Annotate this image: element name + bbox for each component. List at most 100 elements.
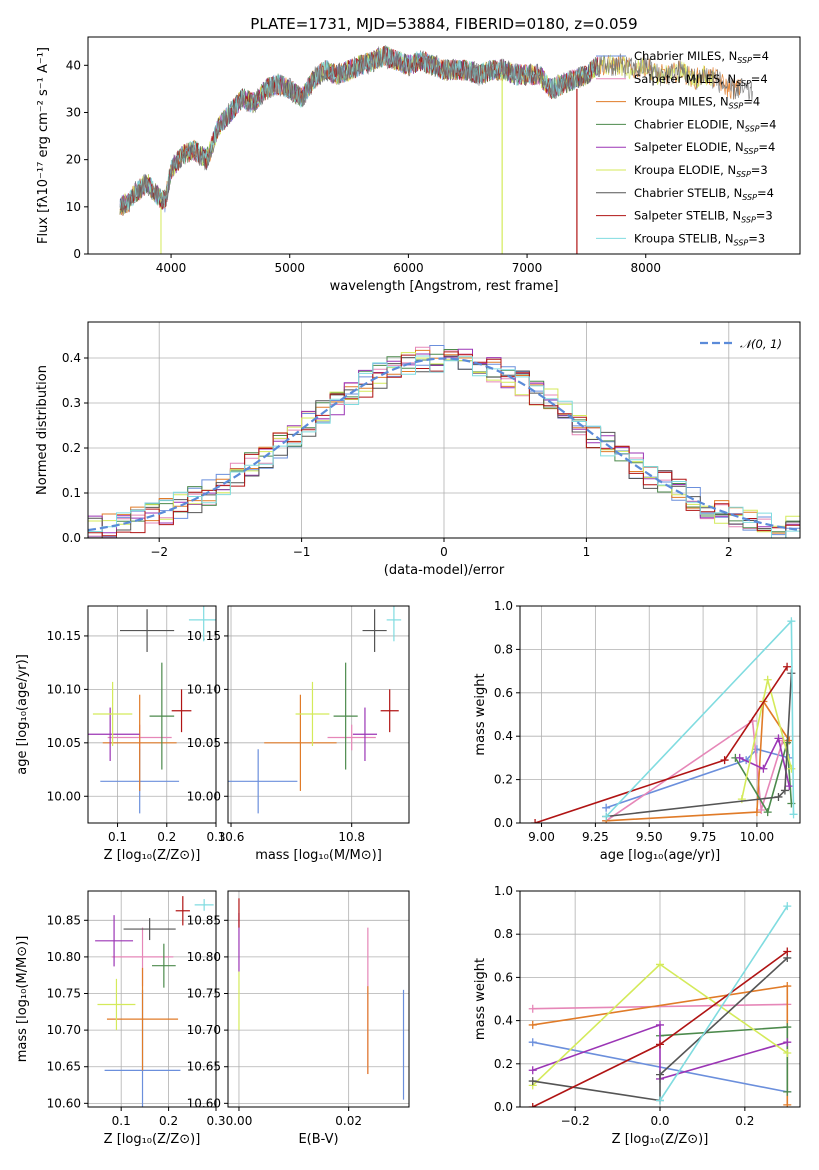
plot-frame [519,890,801,1108]
legend-suffix: =4 [752,49,769,63]
y-tick-label: 0.4 [494,1014,513,1028]
legend-label: Chabrier ELODIE, N [634,117,745,131]
series-marker-salpeter-stelib [783,662,792,671]
legend-suffix: =4 [751,72,768,86]
legend-suffix: =4 [743,95,760,109]
series-marker-chabrier-stelib [780,786,789,795]
legend-suffix: =4 [757,186,774,200]
legend-label: Kroupa MILES, N [634,95,729,109]
y-tick-label: 40 [66,58,81,72]
series-marker-kroupa-miles [752,808,761,817]
plot-frame [519,605,801,824]
legend-label: Chabrier STELIB, N [634,186,742,200]
series-line-chabrier-stelib [532,957,788,1102]
y-tick-label: 10.05 [187,736,221,750]
y-tick-label: 0.8 [494,642,513,656]
y-tick-label: 10.75 [47,987,81,1001]
series-marker-salpeter-miles [528,1004,537,1013]
weight-lines [528,902,792,1107]
series-marker-chabrier-elodie [783,1023,792,1032]
series-marker-salpeter-elodie [735,753,744,762]
series-marker-chabrier-elodie [783,1087,792,1096]
legend-entry: Kroupa ELODIE, NSSP=3 [634,163,768,179]
y-tick-label: 0 [73,247,81,261]
series-marker-kroupa-elodie [656,960,664,969]
errorbar-points [88,606,216,814]
x-tick-label: 6000 [393,261,424,275]
y-axis-label: mass weight [473,673,488,755]
series-marker-kroupa-elodie [763,675,772,684]
x-tick-label: 0.00 [226,1114,253,1128]
legend-label: Salpeter MILES, N [634,72,736,86]
normal-curve [88,357,800,532]
x-axis-label: mass [log₁₀(M/M⊙)] [255,848,382,863]
panel-2 [84,322,800,542]
legend-entry: Salpeter ELODIE, NSSP=4 [634,140,775,156]
errorbar-points [228,606,402,814]
x-tick-label: 0.2 [735,1114,754,1128]
series-marker-chabrier-miles [752,745,761,754]
x-tick-label: 0.02 [335,1114,362,1128]
series-marker-kroupa-stelib [787,617,796,626]
x-axis-label: age [log₁₀(age/yr)] [600,848,721,863]
spectrum-lines [119,45,753,254]
series-marker-kroupa-miles [528,1020,537,1029]
x-axis-label: wavelength [Angstrom, rest frame] [330,279,559,294]
legend-entry: Chabrier ELODIE, NSSP=4 [634,117,776,133]
x-axis-label: Z [log₁₀(Z/Z⊙)] [104,1132,201,1147]
series-marker-kroupa-miles [783,1100,792,1107]
legend-suffix: =4 [760,117,777,131]
legend-label: Salpeter STELIB, N [634,209,741,223]
series-marker-chabrier-stelib [656,1070,664,1079]
y-axis-label: mass [log₁₀(M/M⊙)] [15,936,30,1063]
x-tick-label: 0.1 [108,830,127,844]
x-tick-label: 4000 [156,261,187,275]
x-tick-label: 9.50 [636,830,663,844]
legend-subscript: SSP [729,102,744,111]
series-line-kroupa-stelib [659,905,788,1101]
x-axis-label: Z [log₁₀(Z/Z⊙)] [612,1132,709,1147]
legend-entry: Salpeter MILES, NSSP=4 [634,72,768,88]
y-tick-label: 10.65 [47,1060,81,1074]
series-line-kroupa-miles [606,699,790,822]
y-tick-label: 10.65 [187,1060,221,1074]
panel-8 [516,890,800,1111]
y-tick-label: 1.0 [494,884,513,898]
x-tick-label: 0.3 [206,830,225,844]
y-tick-label: 0.2 [62,441,81,455]
legend-entry: Chabrier MILES, NSSP=4 [634,49,769,65]
series-marker-kroupa-stelib [656,1096,664,1105]
y-tick-label: 10.15 [47,629,81,643]
x-tick-label: −2 [150,545,168,559]
y-tick-label: 0.4 [62,351,81,365]
legend-label: Kroupa STELIB, N [634,231,734,245]
series-marker-kroupa-stelib [602,812,611,821]
y-tick-label: 10 [66,200,81,214]
legend-subscript: SSP [736,79,751,88]
x-tick-label: 1 [583,545,591,559]
legend-suffix: =3 [756,209,773,223]
spectrum-data [119,45,753,216]
legend-suffix: =3 [751,163,768,177]
plot-frame [87,605,217,824]
plot-frame [87,890,217,1108]
y-tick-label: 30 [66,105,81,119]
series-line-chabrier-elodie [659,1026,789,1092]
series-marker-salpeter-miles [757,805,766,814]
plot-frame [227,605,410,824]
legend-subscript: SSP [745,124,760,133]
y-axis-label: mass weight [473,958,488,1040]
series-line-salpeter-elodie [532,1023,788,1080]
legend-entry: Salpeter STELIB, NSSP=3 [634,209,773,225]
y-tick-label: 10.85 [187,913,221,927]
series-marker-kroupa-miles [783,982,792,991]
legend-label: Chabrier MILES, N [634,49,737,63]
series-line-salpeter-elodie [739,736,790,787]
x-tick-label: 9.75 [690,830,717,844]
x-tick-label: 0 [440,545,448,559]
legend-subscript: SSP [737,56,752,65]
weight-lines [531,617,798,823]
x-tick-label: 9.25 [582,830,609,844]
errorbar-points [95,896,214,1107]
